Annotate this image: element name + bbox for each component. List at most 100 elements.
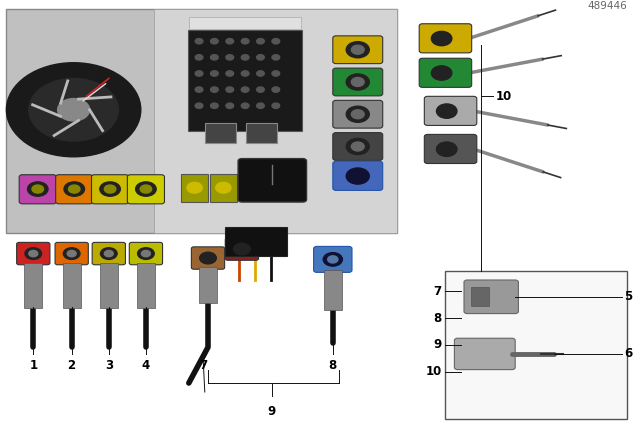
Circle shape (436, 142, 457, 156)
Circle shape (272, 71, 280, 76)
Text: 10: 10 (495, 90, 511, 103)
Text: 4: 4 (142, 359, 150, 372)
Circle shape (272, 87, 280, 92)
Circle shape (226, 87, 234, 92)
Text: 7: 7 (433, 284, 442, 298)
Circle shape (323, 253, 342, 266)
Circle shape (351, 110, 364, 119)
FancyBboxPatch shape (314, 246, 352, 272)
Circle shape (226, 71, 234, 76)
FancyBboxPatch shape (19, 175, 56, 204)
FancyBboxPatch shape (24, 263, 42, 308)
Circle shape (100, 248, 117, 259)
Circle shape (32, 185, 44, 193)
Circle shape (346, 138, 369, 155)
Circle shape (241, 103, 249, 108)
FancyBboxPatch shape (333, 36, 383, 64)
FancyBboxPatch shape (333, 133, 383, 160)
Circle shape (195, 39, 203, 44)
Circle shape (346, 168, 369, 184)
Text: 1: 1 (29, 359, 37, 372)
Circle shape (257, 103, 264, 108)
Circle shape (351, 45, 364, 54)
FancyBboxPatch shape (127, 175, 164, 204)
Text: 6: 6 (624, 347, 632, 361)
Circle shape (141, 250, 150, 257)
Circle shape (195, 55, 203, 60)
Circle shape (241, 71, 249, 76)
FancyBboxPatch shape (199, 267, 217, 303)
Circle shape (6, 63, 141, 157)
FancyBboxPatch shape (419, 58, 472, 87)
Circle shape (200, 252, 216, 264)
Circle shape (58, 99, 90, 121)
Circle shape (257, 71, 264, 76)
FancyBboxPatch shape (424, 134, 477, 164)
Circle shape (29, 250, 38, 257)
Circle shape (104, 185, 116, 193)
Circle shape (211, 71, 218, 76)
FancyBboxPatch shape (471, 287, 489, 306)
Circle shape (241, 55, 249, 60)
FancyBboxPatch shape (55, 242, 88, 265)
Circle shape (436, 104, 457, 118)
Circle shape (195, 87, 203, 92)
Text: 2: 2 (68, 359, 76, 372)
Text: 8: 8 (329, 359, 337, 372)
FancyBboxPatch shape (56, 175, 93, 204)
FancyBboxPatch shape (238, 159, 307, 202)
Circle shape (29, 78, 118, 141)
Circle shape (140, 185, 152, 193)
Circle shape (346, 106, 369, 122)
Circle shape (195, 71, 203, 76)
Text: 7: 7 (199, 359, 207, 372)
Circle shape (28, 182, 48, 196)
FancyBboxPatch shape (225, 227, 287, 256)
Circle shape (272, 39, 280, 44)
Circle shape (138, 248, 154, 259)
FancyBboxPatch shape (154, 9, 397, 233)
Circle shape (431, 31, 452, 46)
FancyBboxPatch shape (17, 242, 50, 265)
Circle shape (346, 74, 369, 90)
Circle shape (234, 243, 250, 255)
FancyBboxPatch shape (246, 123, 277, 143)
FancyBboxPatch shape (6, 9, 397, 233)
FancyBboxPatch shape (100, 263, 118, 308)
FancyBboxPatch shape (454, 338, 515, 370)
FancyBboxPatch shape (333, 100, 383, 128)
FancyBboxPatch shape (225, 238, 259, 260)
Circle shape (211, 87, 218, 92)
Circle shape (226, 55, 234, 60)
Text: 3: 3 (105, 359, 113, 372)
Circle shape (211, 39, 218, 44)
Text: 8: 8 (433, 311, 442, 325)
FancyBboxPatch shape (464, 280, 518, 314)
Text: 5: 5 (624, 290, 632, 303)
FancyBboxPatch shape (92, 242, 125, 265)
Text: 9: 9 (433, 338, 442, 352)
Text: 10: 10 (426, 365, 442, 379)
Circle shape (25, 248, 42, 259)
Circle shape (328, 256, 338, 263)
Circle shape (226, 39, 234, 44)
FancyBboxPatch shape (419, 24, 472, 53)
Circle shape (211, 103, 218, 108)
Circle shape (257, 39, 264, 44)
FancyBboxPatch shape (424, 96, 477, 125)
Circle shape (100, 182, 120, 196)
FancyBboxPatch shape (92, 175, 129, 204)
Circle shape (136, 182, 156, 196)
FancyBboxPatch shape (137, 263, 155, 308)
FancyBboxPatch shape (324, 270, 342, 310)
Circle shape (211, 55, 218, 60)
Circle shape (272, 103, 280, 108)
Circle shape (67, 250, 76, 257)
FancyBboxPatch shape (191, 247, 225, 269)
FancyBboxPatch shape (63, 263, 81, 308)
FancyBboxPatch shape (210, 174, 237, 202)
FancyBboxPatch shape (205, 123, 236, 143)
Circle shape (64, 182, 84, 196)
Circle shape (351, 142, 364, 151)
Circle shape (226, 103, 234, 108)
